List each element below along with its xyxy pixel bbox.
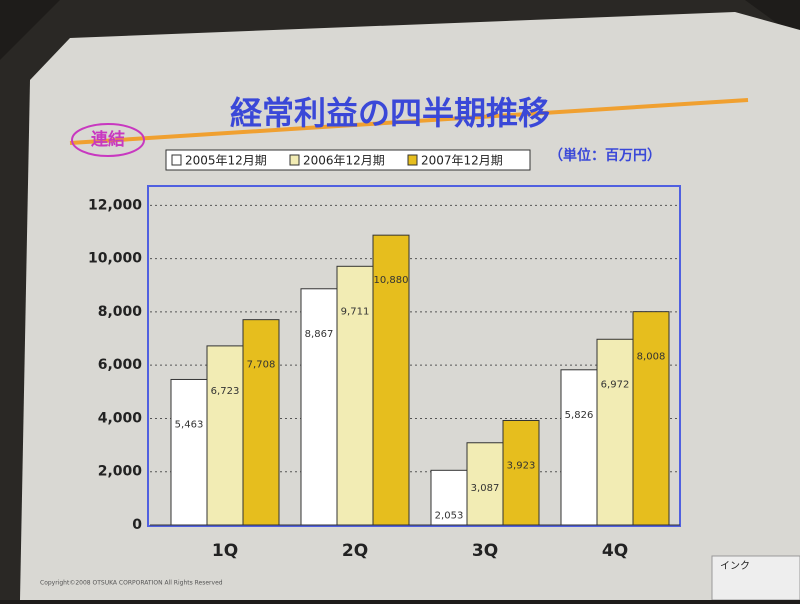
bar bbox=[466, 442, 504, 526]
bar bbox=[560, 369, 598, 526]
value-label: 9,711 bbox=[341, 306, 370, 317]
y-tick-label: 4,000 bbox=[98, 410, 143, 426]
value-label: 3,923 bbox=[507, 460, 536, 471]
value-label: 6,723 bbox=[211, 386, 240, 397]
value-label: 6,972 bbox=[601, 379, 630, 390]
bar bbox=[372, 234, 410, 526]
badge: 連結 bbox=[91, 129, 125, 150]
title-rule bbox=[69, 98, 749, 145]
ink-label: インク bbox=[720, 560, 750, 572]
ink-toolbar[interactable] bbox=[711, 555, 800, 601]
y-tick-label: 8,000 bbox=[98, 304, 143, 320]
y-tick-label: 6,000 bbox=[98, 357, 143, 373]
x-tick-label: 4Q bbox=[602, 541, 628, 561]
y-tick-label: 0 bbox=[132, 517, 142, 533]
y-tick-label: 10,000 bbox=[88, 251, 142, 267]
x-tick-label: 2Q bbox=[342, 541, 368, 561]
bar bbox=[596, 338, 634, 526]
value-label: 3,087 bbox=[471, 483, 500, 494]
plot-frame bbox=[147, 185, 681, 527]
value-label: 8,008 bbox=[637, 352, 666, 363]
legend-label: 2006年12月期 bbox=[303, 154, 385, 168]
bar bbox=[170, 378, 208, 526]
value-label: 2,053 bbox=[435, 510, 464, 521]
bar bbox=[502, 419, 540, 526]
value-label: 8,867 bbox=[305, 329, 334, 340]
x-tick-label: 1Q bbox=[212, 541, 238, 561]
legend-label: 2007年12月期 bbox=[421, 154, 503, 168]
y-tick-label: 12,000 bbox=[88, 197, 142, 213]
x-tick-label: 3Q bbox=[472, 541, 498, 561]
legend-box bbox=[165, 149, 531, 171]
value-label: 7,708 bbox=[247, 360, 276, 371]
y-tick-label: 2,000 bbox=[98, 464, 143, 480]
unit-note: （単位：百万円） bbox=[549, 147, 661, 164]
copyright: Copyright©2008 OTSUKA CORPORATION All Ri… bbox=[40, 580, 223, 587]
value-label: 5,463 bbox=[175, 419, 204, 430]
bar bbox=[336, 265, 374, 526]
legend-swatch bbox=[171, 154, 182, 166]
bar bbox=[206, 345, 244, 526]
value-label: 5,826 bbox=[565, 410, 594, 421]
value-label: 10,880 bbox=[374, 275, 409, 286]
chart-title: 経常利益の四半期推移 bbox=[230, 94, 550, 132]
bar bbox=[300, 288, 338, 526]
legend-label: 2005年12月期 bbox=[185, 154, 267, 168]
bar bbox=[242, 319, 280, 526]
badge-oval bbox=[71, 123, 145, 157]
bar bbox=[632, 311, 670, 526]
legend-swatch bbox=[289, 154, 300, 166]
legend-swatch bbox=[407, 154, 418, 166]
